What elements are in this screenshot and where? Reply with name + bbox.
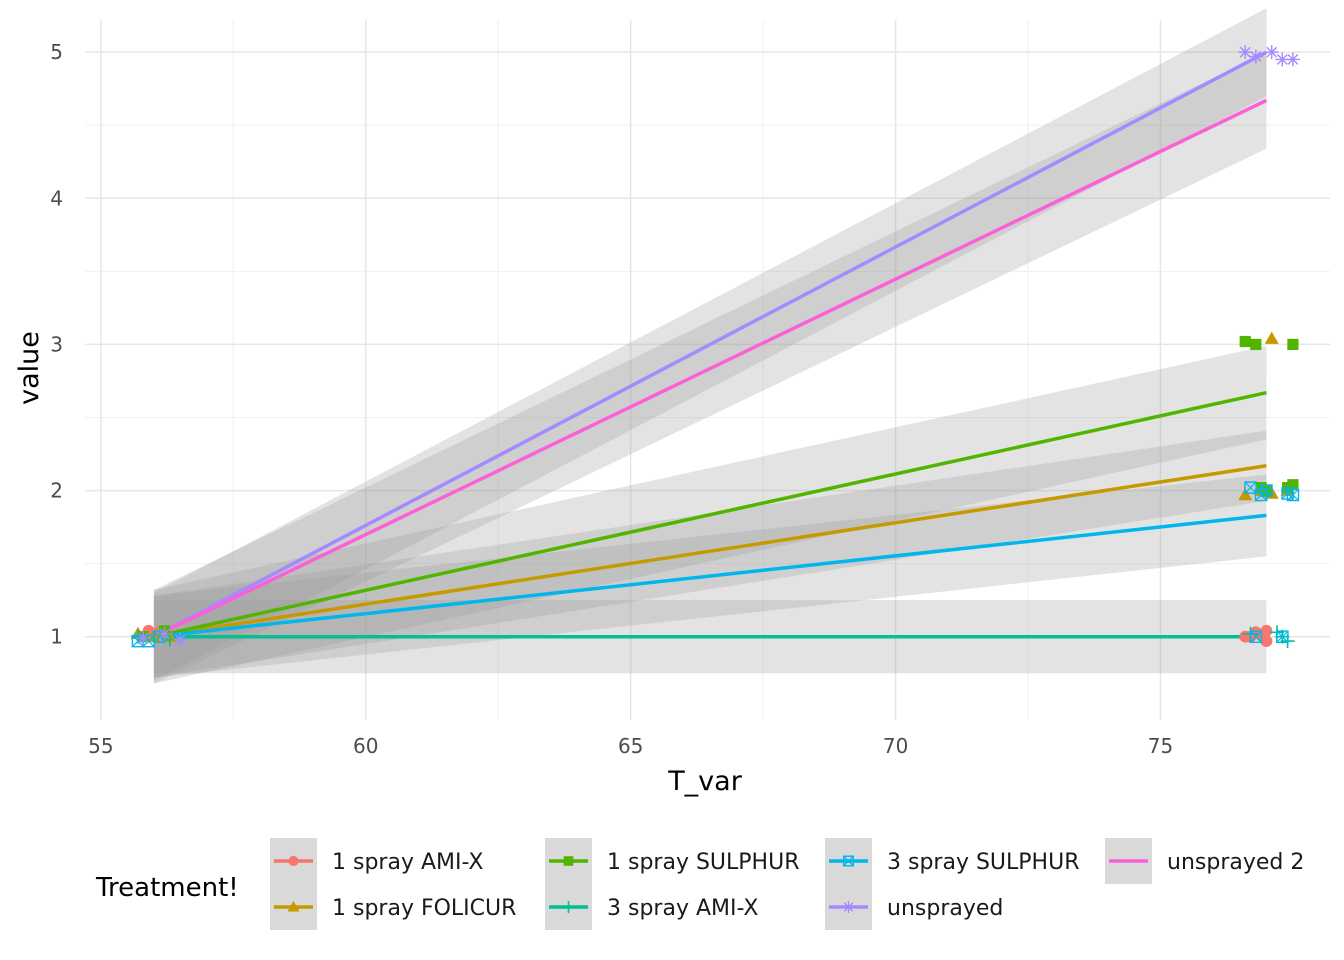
- legend-label: 1 spray AMI-X: [332, 850, 483, 875]
- y-tick-label: 2: [50, 479, 63, 503]
- legend-label: unsprayed 2: [1167, 850, 1304, 875]
- confidence-band: [153, 430, 1267, 678]
- x-tick-label: 65: [618, 734, 643, 758]
- y-tick-label: 1: [50, 625, 63, 649]
- data-point: [1239, 335, 1251, 348]
- data-point: [1276, 630, 1289, 644]
- fit-line: [153, 463, 1267, 639]
- data-point: [1238, 45, 1253, 60]
- legend-item: unsprayed: [825, 884, 1003, 930]
- data-point: [1248, 49, 1263, 64]
- data-point: [1264, 45, 1279, 60]
- y-tick-label: 3: [50, 332, 63, 356]
- legend-key-marker: [562, 901, 575, 913]
- x-tick-label: 70: [883, 734, 908, 758]
- legend-item: 1 spray SULPHUR: [545, 838, 799, 884]
- x-axis-title: T_var: [667, 766, 743, 797]
- data-point: [136, 631, 151, 646]
- legend-item: 3 spray AMI-X: [545, 884, 758, 930]
- data-point: [1250, 338, 1262, 351]
- legend-label: 1 spray SULPHUR: [607, 850, 799, 875]
- legend-label: unsprayed: [887, 896, 1003, 921]
- fit-line: [153, 98, 1268, 639]
- data-point: [157, 626, 172, 641]
- data-points: [130, 45, 1300, 649]
- data-point: [1285, 52, 1300, 67]
- data-point: [1264, 331, 1279, 344]
- legend-key-marker: [287, 901, 300, 912]
- data-point: [173, 632, 188, 647]
- legend-label: 1 spray FOLICUR: [332, 896, 516, 921]
- legend-key-marker: [563, 856, 574, 866]
- data-point: [1260, 624, 1273, 637]
- fit-line: [153, 50, 1268, 639]
- x-tick-labels: 55 60 65 70 75: [88, 734, 1173, 758]
- y-axis-title: value: [14, 331, 45, 405]
- legend-key-marker: [288, 855, 299, 867]
- data-point: [1249, 630, 1263, 644]
- x-tick-label: 55: [88, 734, 113, 758]
- legend-title: Treatment!: [95, 873, 239, 903]
- legend-key-marker: [842, 901, 855, 913]
- data-point: [1260, 635, 1273, 648]
- fit-line: [153, 513, 1267, 639]
- data-point: [1286, 488, 1300, 502]
- data-point: [1287, 338, 1299, 351]
- fit-lines: [153, 50, 1268, 639]
- y-tick-labels: 1 2 3 4 5: [50, 40, 63, 649]
- x-tick-label: 75: [1148, 734, 1173, 758]
- legend-item: 1 spray AMI-X: [270, 838, 483, 884]
- legend-item: 3 spray SULPHUR: [825, 838, 1079, 884]
- legend-key-marker: [843, 855, 855, 867]
- legend-item: unsprayed 2: [1105, 838, 1304, 884]
- data-point: [1275, 52, 1290, 67]
- legend-label: 3 spray AMI-X: [607, 896, 758, 921]
- fit-line: [153, 390, 1267, 639]
- data-point: [1244, 481, 1257, 494]
- data-point: [1238, 487, 1253, 501]
- legend: 1 spray AMI-X 1 spray FOLICUR 1 spray SULP…: [270, 838, 1304, 930]
- data-point: [1260, 484, 1273, 497]
- y-tick-label: 4: [50, 186, 63, 210]
- x-tick-label: 60: [353, 734, 378, 758]
- legend-item: 1 spray FOLICUR: [270, 884, 516, 930]
- legend-label: 3 spray SULPHUR: [887, 850, 1079, 875]
- y-tick-label: 5: [50, 40, 63, 64]
